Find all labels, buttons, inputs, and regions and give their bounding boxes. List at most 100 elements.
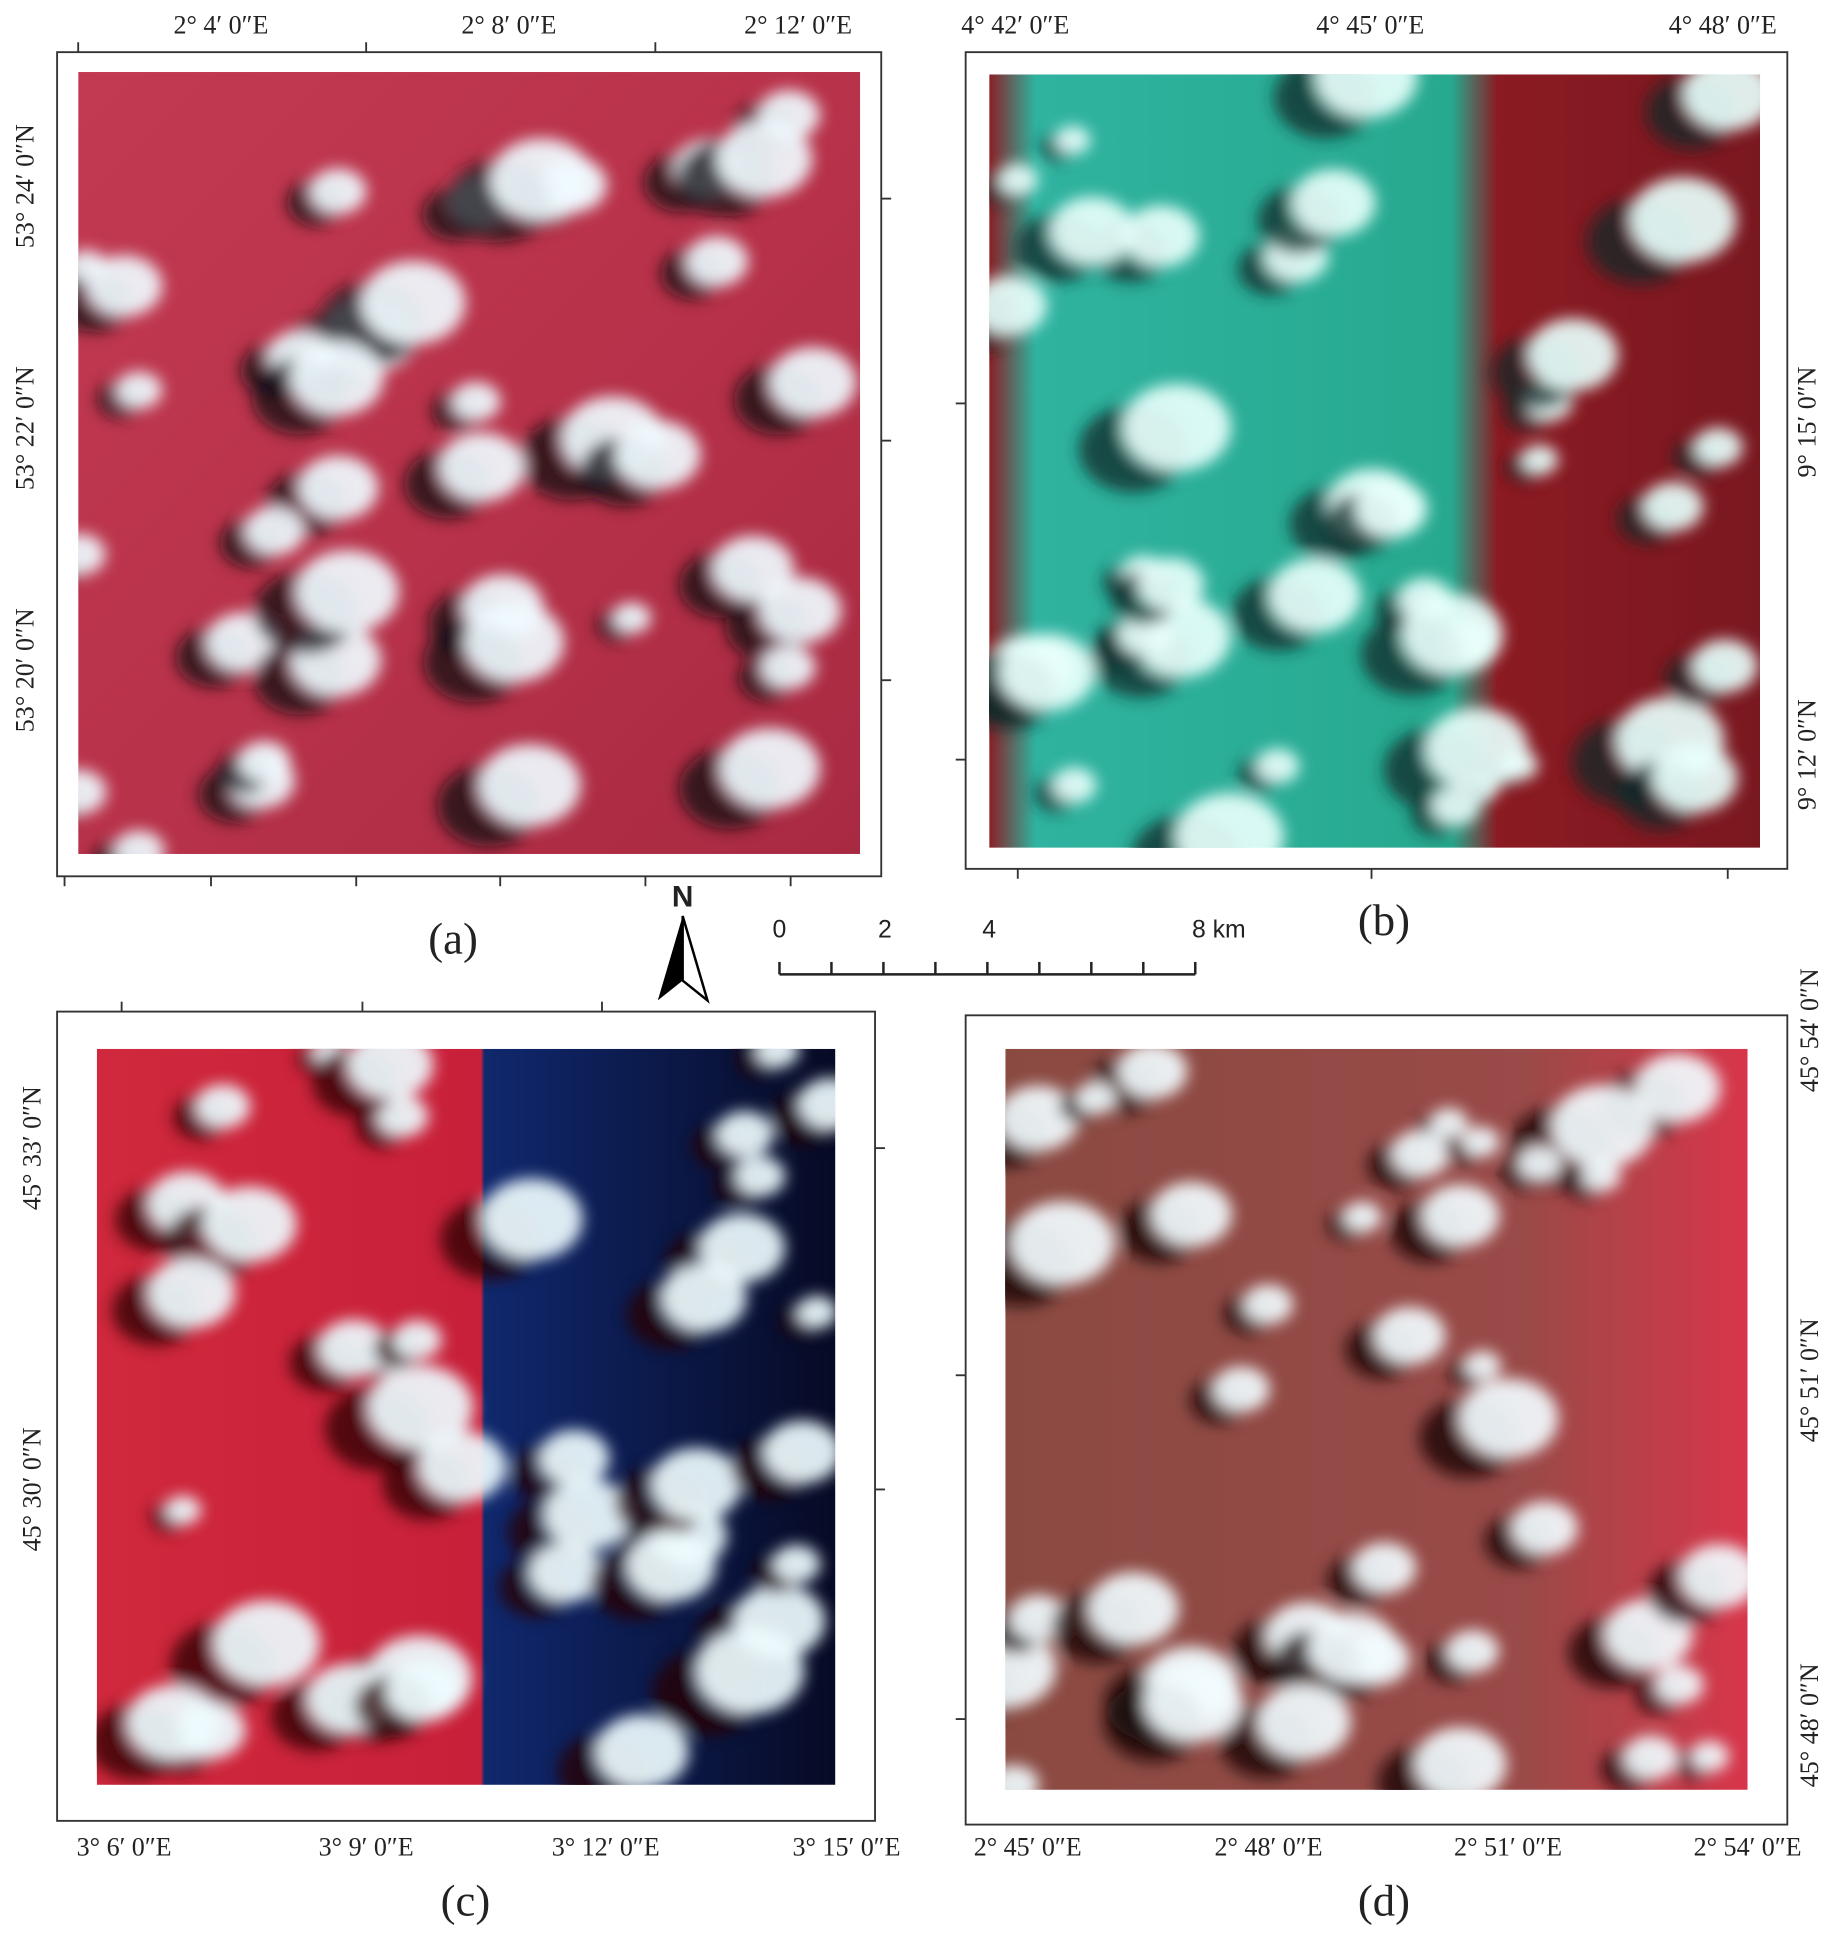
cloud [238,740,291,783]
cloud [1005,1764,1039,1790]
cloud [543,1478,633,1551]
cloud [796,1295,836,1329]
cloud [1431,786,1481,826]
cloud [1634,1053,1721,1123]
cloud [417,1431,507,1502]
cloud [213,1600,321,1687]
scale-label: 0 [773,916,787,943]
cloud [1255,748,1300,784]
cloud [1629,177,1737,263]
cloud [1401,593,1504,676]
x-coordinate-label: 2° 8′ 0″E [461,10,556,39]
cloud [385,1660,463,1722]
cloud [1446,1630,1499,1673]
cloud [1308,1612,1398,1684]
cloud [1151,1181,1233,1247]
cloud [760,645,816,690]
cloud [1052,767,1097,803]
x-coordinate-label: 2° 48′ 0″E [1214,1832,1322,1861]
cloud [1693,427,1743,467]
cloud [298,455,379,520]
cloud [1511,1501,1579,1555]
cloud [1690,1740,1729,1772]
x-coordinate-label: 3° 15′ 0″E [792,1832,900,1861]
cloud [1679,1544,1748,1608]
panel: 2° 45′ 0″E 2° 48′ 0″E 2° 51′ 0″E 2° 54′ 0″E… [955,968,1824,1926]
cloud [685,236,749,287]
cloud [289,340,384,416]
cloud [762,1420,836,1484]
y-coordinate-label: 45° 51′ 0″N [1795,1318,1824,1442]
cloud [539,1429,610,1487]
cloud [1521,444,1559,475]
cloud [754,1048,800,1068]
satellite-image [989,74,1761,848]
cloud [1137,557,1205,612]
x-coordinate-label: 4° 42′ 0″E [961,10,1069,39]
x-coordinate-label: 2° 54′ 0″E [1694,1832,1802,1861]
scale-bar: 0 2 4 8 km [773,916,1246,976]
cloud [612,602,652,634]
cloud [1355,479,1428,538]
cloud [1143,1662,1244,1742]
cloud [695,1627,805,1715]
y-coordinate-label: 53° 24′ 0″N [10,124,39,248]
clouds [989,74,1761,848]
cloud [202,1186,297,1262]
cloud [1010,1201,1115,1285]
north-arrow [681,915,710,1004]
cloud [367,1364,474,1450]
satellite-image [1005,1048,1748,1790]
x-coordinate-label: 2° 51′ 0″E [1454,1832,1562,1861]
x-coordinate-label: 3° 12′ 0″E [552,1832,660,1861]
cloud [1425,707,1529,791]
scale-label: 2 [878,916,892,943]
cloud [1342,1201,1382,1233]
x-coordinate-label: 3° 9′ 0″E [319,1832,414,1861]
cloud [769,347,857,418]
cloud [295,550,400,633]
y-coordinate-label: 45° 54′ 0″N [1795,968,1824,1092]
cloud [78,533,106,576]
cloud [1212,1366,1270,1412]
cloud [113,830,165,854]
cloud [1414,1727,1507,1790]
cloud [438,432,525,502]
cloud [78,250,107,283]
clouds [1005,1048,1748,1790]
cloud [1459,1378,1559,1458]
cloud [1682,74,1761,131]
x-coordinate-label: 3° 6′ 0″E [77,1832,172,1861]
cloud [392,1320,442,1360]
cloud [997,163,1039,196]
y-coordinate-label: 9° 12′ 0″N [1793,699,1822,810]
cloud [376,1095,429,1137]
x-coordinate-label: 4° 45′ 0″E [1316,10,1424,39]
cloud [1088,1572,1180,1645]
panel: 3° 6′ 0″E 3° 9′ 0″E 3° 12′ 0″E 3° 15′ 0″E 45… [18,1001,900,1926]
y-coordinate-label: 9° 15′ 0″N [1793,366,1822,477]
x-coordinate-label: 2° 12′ 0″E [744,10,852,39]
cloud [165,1495,202,1525]
cloud [626,1530,716,1602]
cloud [451,381,501,422]
cloud [1117,1048,1188,1099]
cloud [244,506,305,556]
panels: 2° 4′ 0″E 2° 8′ 0″E 2° 12′ 0″E 53° 24′ 0″N 5… [10,10,1824,1925]
cloud [1461,1126,1500,1158]
cloud [595,1714,689,1785]
cloud [1581,1159,1621,1192]
cloud [719,728,821,809]
north-arrow [657,916,683,1001]
cloud [1421,1184,1500,1247]
cloud [1054,125,1091,155]
cloud [1122,205,1200,267]
cloud [309,168,367,215]
cloud [758,577,842,644]
cloud [147,1257,236,1328]
cloud [716,120,813,198]
cloud [1527,318,1619,392]
cloud [478,744,581,827]
cloud [999,633,1096,711]
cloud [360,260,466,345]
